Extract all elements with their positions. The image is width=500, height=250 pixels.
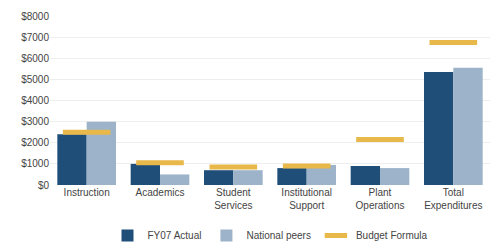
- svg-text:$0: $0: [38, 180, 50, 191]
- svg-text:PlantOperations: PlantOperations: [356, 187, 405, 211]
- svg-text:Budget Formula: Budget Formula: [356, 230, 428, 241]
- svg-text:$1000: $1000: [21, 158, 49, 169]
- svg-text:$2000: $2000: [21, 137, 49, 148]
- svg-text:$8000: $8000: [21, 11, 49, 22]
- svg-text:FY07 Actual: FY07 Actual: [148, 230, 202, 241]
- svg-text:Academics: Academics: [136, 187, 185, 198]
- svg-text:National peers: National peers: [246, 230, 310, 241]
- svg-text:InstitutionalSupport: InstitutionalSupport: [281, 187, 332, 211]
- svg-text:TotalExpenditures: TotalExpenditures: [424, 187, 482, 211]
- svg-text:$4000: $4000: [21, 95, 49, 106]
- svg-text:$5000: $5000: [21, 74, 49, 85]
- svg-text:$7000: $7000: [21, 32, 49, 43]
- svg-text:$6000: $6000: [21, 53, 49, 64]
- svg-text:$3000: $3000: [21, 116, 49, 127]
- svg-text:StudentServices: StudentServices: [214, 187, 252, 211]
- svg-text:Instruction: Instruction: [64, 187, 110, 198]
